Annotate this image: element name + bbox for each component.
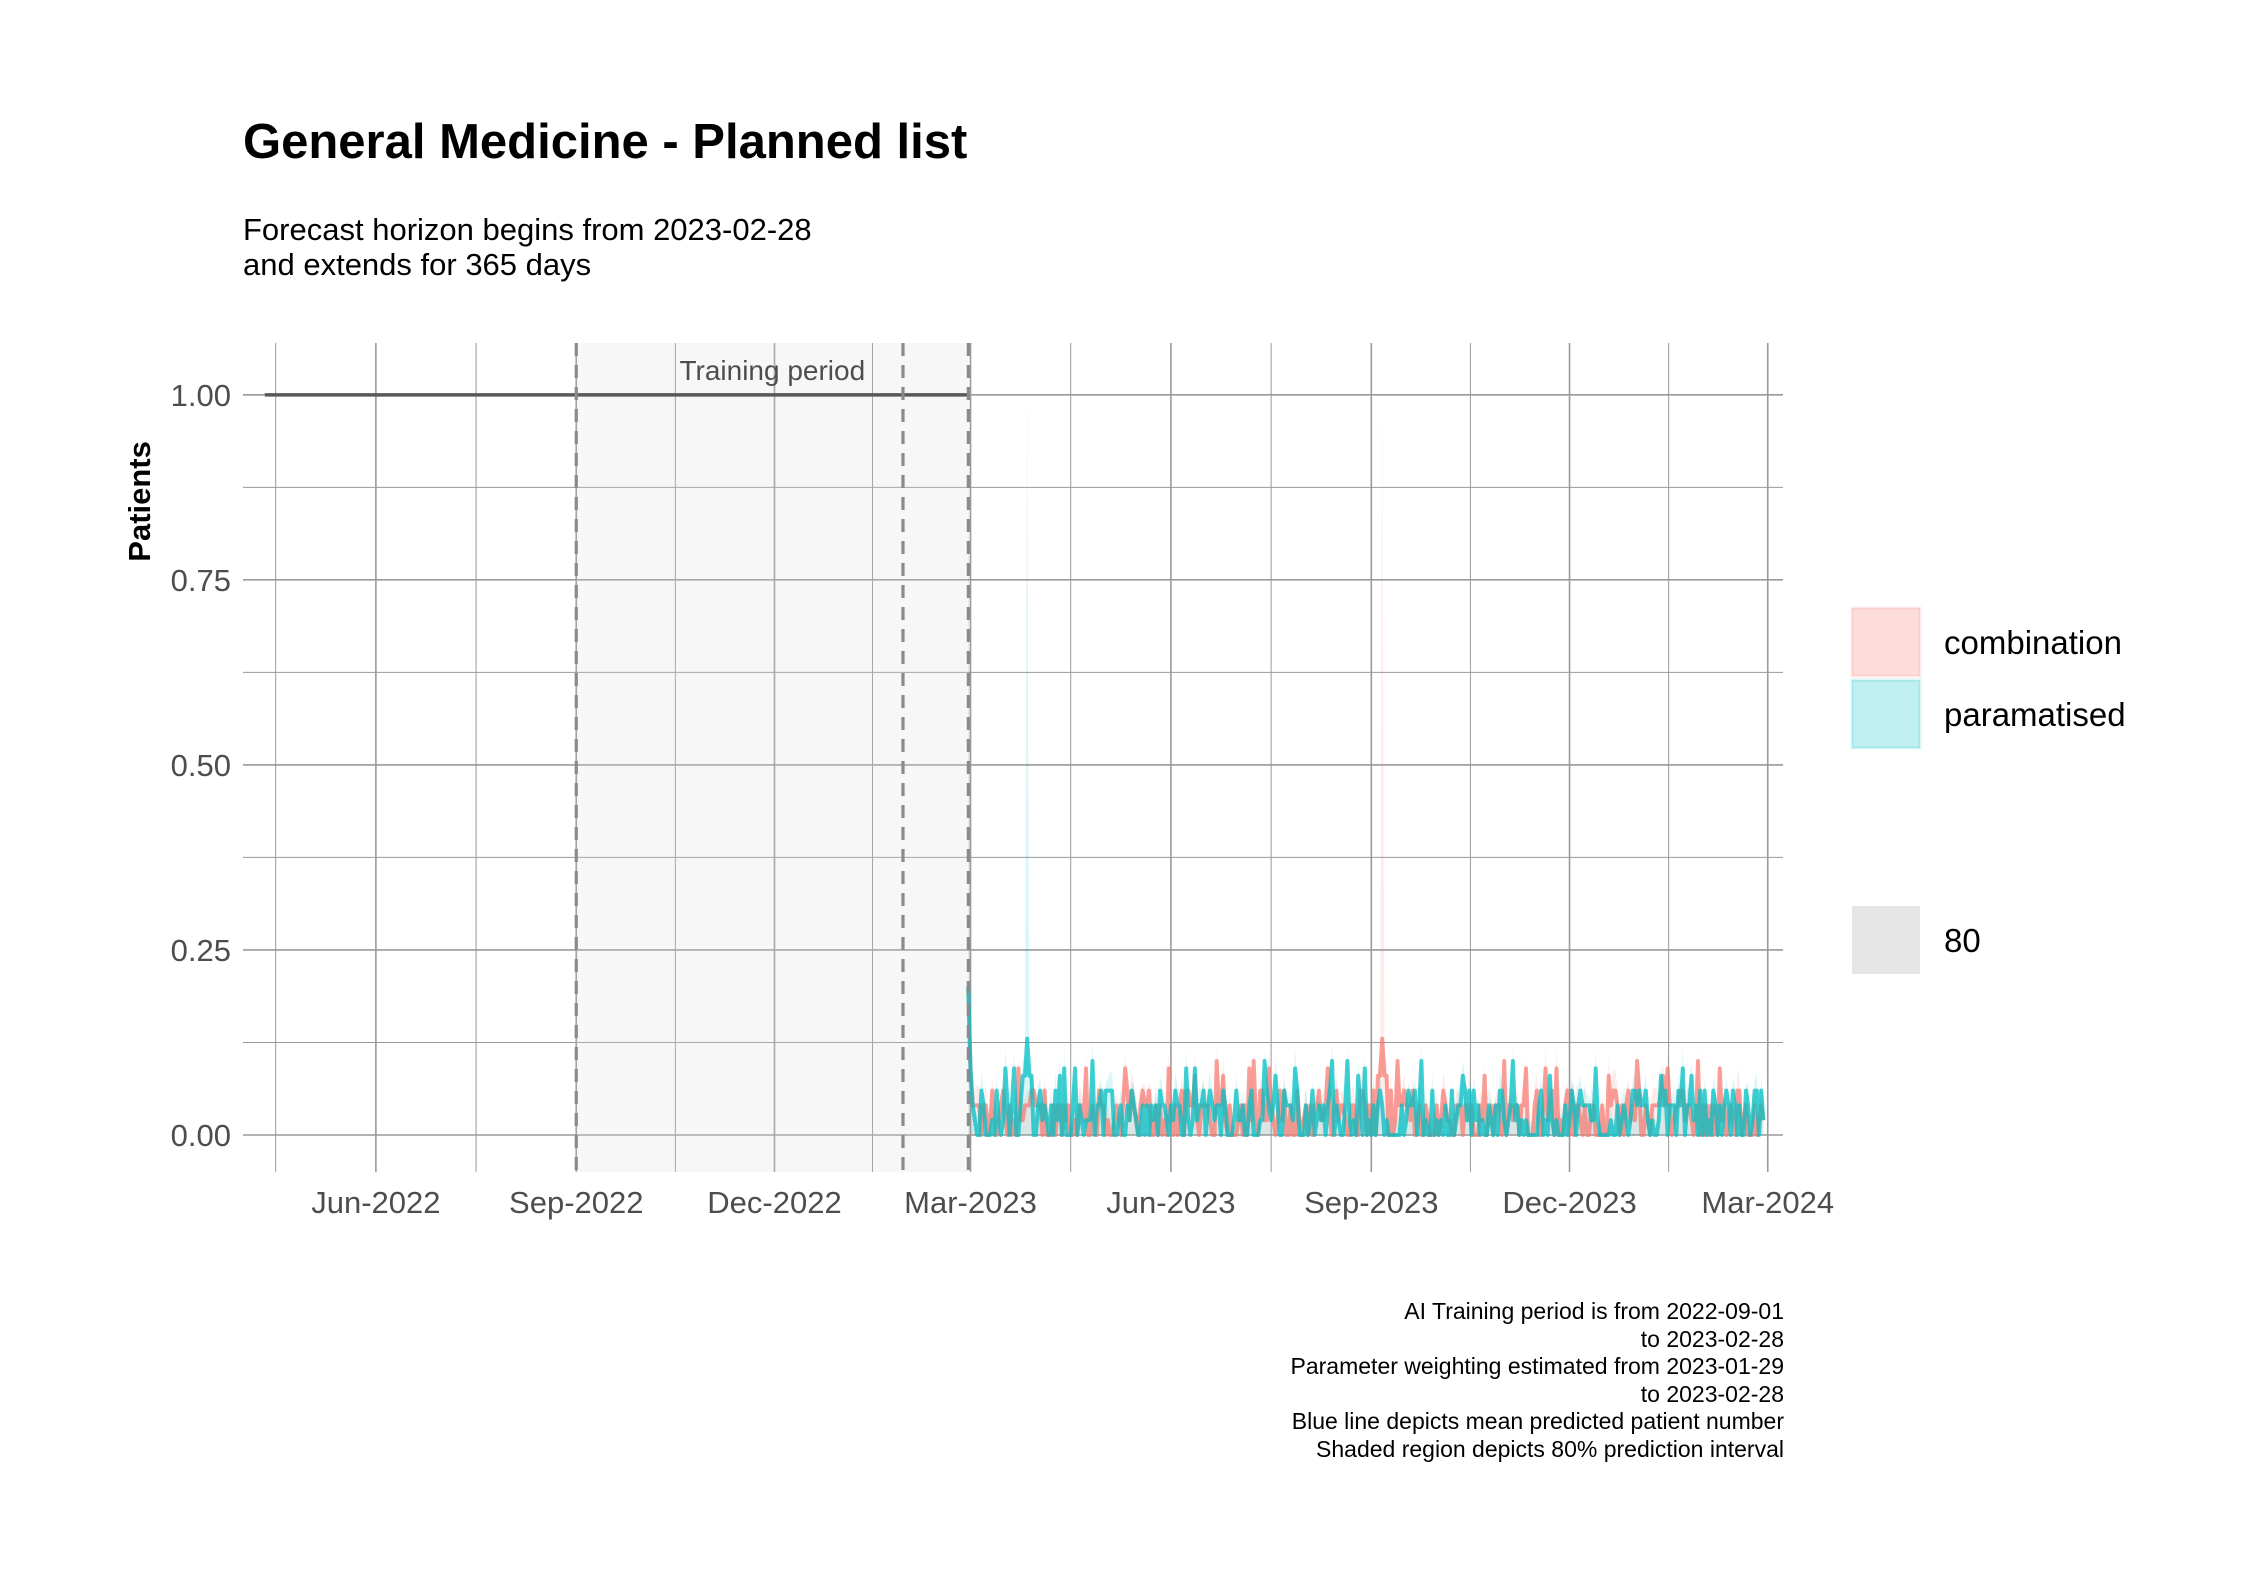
series-line-layer	[966, 986, 1766, 1137]
legend-key-interval	[1852, 906, 1920, 974]
training-period-label: Training period	[679, 355, 865, 386]
y-axis-title: Patients	[122, 441, 157, 562]
x-tick-label: Dec-2023	[1502, 1185, 1636, 1220]
chart-subtitle-line-2: and extends for 365 days	[243, 247, 592, 282]
y-tick-label: 0.25	[171, 933, 231, 968]
prediction-band-layer	[968, 380, 1764, 1135]
x-tick-label: Sep-2023	[1304, 1185, 1438, 1220]
text-layer: Training period Jun-2022 Sep-2022 Dec-2022 M…	[122, 355, 1834, 1220]
y-tick-label: 1.00	[171, 378, 231, 413]
caption-line: Shaded region depicts 80% prediction int…	[1316, 1435, 1784, 1462]
y-tick-label: 0.75	[171, 563, 231, 598]
chart-title: General Medicine - Planned list	[243, 115, 968, 169]
x-tick-label: Dec-2022	[707, 1185, 841, 1220]
training-period-shade	[576, 343, 969, 1172]
series-line-paramatised	[966, 986, 1766, 1137]
caption-line: to 2023-02-28	[1640, 1325, 1784, 1352]
legend-key-combination	[1850, 606, 1922, 678]
caption-line: Parameter weighting estimated from 2023-…	[1290, 1353, 1784, 1379]
y-tick-label: 0.50	[171, 748, 231, 783]
caption-line: to 2023-02-28	[1640, 1380, 1784, 1407]
grid-layer	[243, 343, 1783, 1172]
legend-key-paramatised	[1850, 678, 1922, 750]
legend-label-interval: 80	[1944, 922, 1981, 959]
legend-label-combination: combination	[1944, 624, 2122, 661]
y-tick-label: 0.00	[171, 1118, 231, 1153]
legend-label-paramatised: paramatised	[1944, 696, 2126, 733]
x-tick-label: Mar-2024	[1701, 1185, 1834, 1220]
x-tick-label: Jun-2022	[311, 1185, 440, 1220]
legend-layer: combination paramatised 80	[1850, 606, 2126, 974]
x-tick-label: Jun-2023	[1106, 1185, 1235, 1220]
x-tick-label: Mar-2023	[904, 1185, 1037, 1220]
chart-subtitle-line-1: Forecast horizon begins from 2023-02-28	[243, 212, 812, 247]
x-tick-label: Sep-2022	[509, 1185, 643, 1220]
prediction-band-paramatised	[968, 380, 1764, 1135]
training-shade-layer	[576, 343, 969, 1172]
chart-caption: AI Training period is from 2022-09-01 to…	[1291, 1298, 1784, 1463]
caption-line: Blue line depicts mean predicted patient…	[1291, 1408, 1784, 1434]
reference-line-layer	[264, 343, 970, 1172]
caption-line: AI Training period is from 2022-09-01	[1404, 1298, 1784, 1324]
